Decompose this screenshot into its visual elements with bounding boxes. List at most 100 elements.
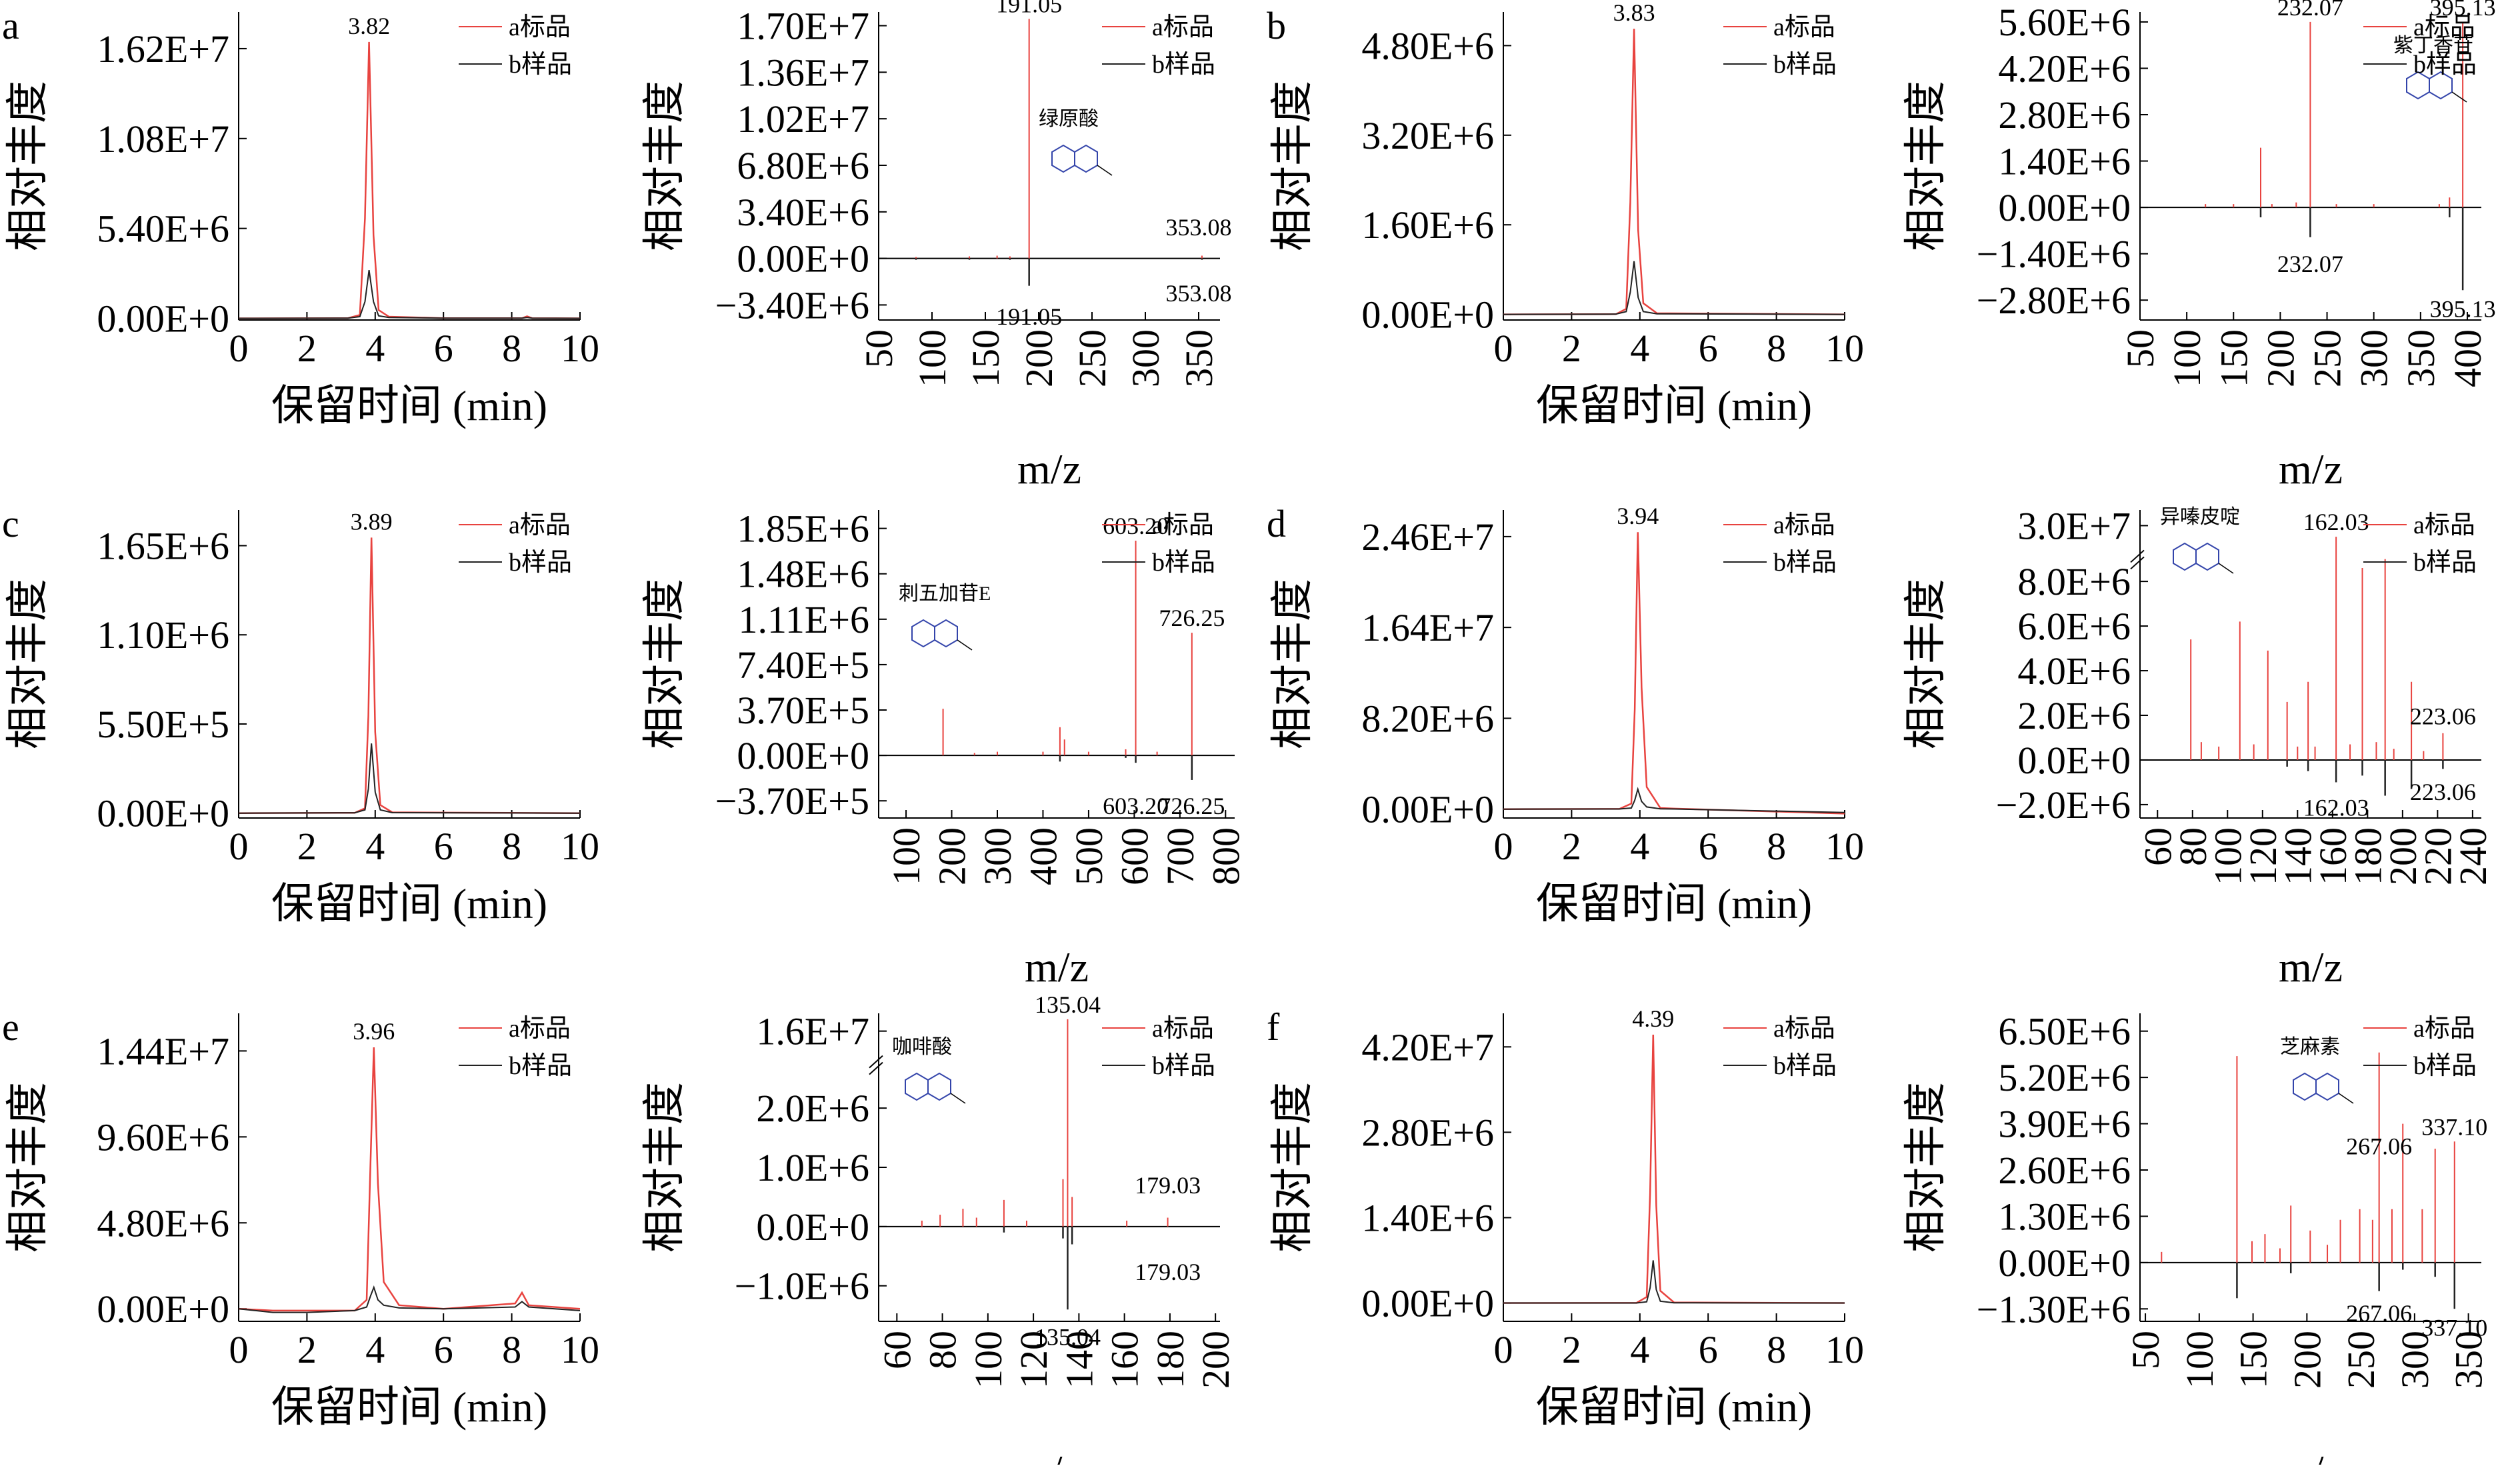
x-tick-label: 150 xyxy=(2232,1331,2275,1389)
y-tick-label: 3.90E+6 xyxy=(1998,1103,2131,1146)
x-tick-label: 2 xyxy=(1562,1328,1581,1371)
y-axis-title: 相对丰度 xyxy=(4,81,51,251)
x-tick-label: 4 xyxy=(365,825,385,868)
legend: a标品 b样品 xyxy=(2363,1015,2477,1080)
y-tick-label: 5.60E+6 xyxy=(1998,1,2131,44)
x-tick-label: 6 xyxy=(1699,327,1718,370)
x-tick-label: 6 xyxy=(434,1328,453,1371)
x-tick-label: 300 xyxy=(2393,1331,2437,1389)
y-tick-label: 4.20E+7 xyxy=(1361,1025,1494,1069)
x-axis-title: 保留时间 (min) xyxy=(271,880,547,927)
x-axis-title: 保留时间 (min) xyxy=(1536,880,1812,927)
y-tick-label: 0.00E+0 xyxy=(1361,788,1494,831)
legend-label-b: b样品 xyxy=(1152,1052,1215,1080)
x-tick-label: 250 xyxy=(2339,1331,2383,1389)
x-tick-label: 160 xyxy=(2311,827,2355,885)
y-tick-label: 3.70E+5 xyxy=(737,689,869,732)
peak-label: 337.10 xyxy=(2421,1314,2487,1341)
x-tick-label: 4 xyxy=(1630,327,1649,370)
y-axis-title: 相对丰度 xyxy=(641,579,688,749)
x-axis-title: m/z xyxy=(1025,943,1089,991)
compound-name: 绿原酸 xyxy=(1039,108,1099,130)
y-tick-label: −1.30E+6 xyxy=(1977,1287,2131,1331)
x-tick-label: 700 xyxy=(1159,827,1202,885)
y-tick-label: 2.60E+6 xyxy=(1998,1149,2131,1192)
axis-break xyxy=(869,1055,883,1069)
compound-name: 芝麻素 xyxy=(2280,1036,2340,1058)
y-tick-label: −1.40E+6 xyxy=(1977,233,2131,276)
legend-label-a: a标品 xyxy=(509,511,571,539)
peak-label: 223.06 xyxy=(2410,703,2476,729)
y-tick-label: 1.36E+7 xyxy=(737,51,869,94)
structure-icon xyxy=(2406,71,2467,103)
x-axis-title: m/z xyxy=(1017,1447,1081,1465)
y-axis-title: 相对丰度 xyxy=(641,81,688,251)
peak-label: 3.96 xyxy=(353,1018,395,1045)
x-tick-label: 10 xyxy=(561,1328,599,1371)
peak-label: 3.83 xyxy=(1613,0,1655,26)
y-axis-title: 相对丰度 xyxy=(4,579,51,749)
x-tick-label: 8 xyxy=(1767,1328,1786,1371)
series-b-line xyxy=(238,269,581,319)
y-tick-label: 9.60E+6 xyxy=(97,1115,229,1159)
peak-label: 162.03 xyxy=(2303,509,2369,535)
y-tick-label: 2.80E+6 xyxy=(1361,1111,1494,1154)
x-tick-label: 300 xyxy=(2353,329,2396,387)
x-axis-title: m/z xyxy=(2279,943,2343,991)
x-tick-label: 8 xyxy=(1767,327,1786,370)
x-tick-label: 200 xyxy=(1194,1331,1237,1389)
legend-label-a: a标品 xyxy=(2413,1015,2475,1043)
y-tick-label: 2.0E+6 xyxy=(2017,694,2131,737)
legend-label-a: a标品 xyxy=(2413,13,2475,41)
y-axis-title: 相对丰度 xyxy=(1902,81,1949,251)
structure-bond xyxy=(2451,91,2467,103)
legend-label-b: b样品 xyxy=(2413,51,2477,79)
y-axis-title: 相对丰度 xyxy=(1902,1082,1949,1253)
x-tick-label: 100 xyxy=(885,827,928,885)
y-tick-label: 1.08E+7 xyxy=(97,117,229,161)
x-tick-label: 10 xyxy=(561,327,599,370)
structure-icon xyxy=(2173,542,2234,574)
y-tick-label: 4.20E+6 xyxy=(1998,47,2131,90)
y-tick-label: 0.00E+0 xyxy=(97,297,229,341)
x-axis-title: 保留时间 (min) xyxy=(1536,1383,1812,1431)
series-a-line xyxy=(238,41,581,319)
legend-label-a: a标品 xyxy=(1152,13,1214,41)
y-tick-label: 1.6E+7 xyxy=(756,1010,869,1053)
x-tick-label: 0 xyxy=(1494,327,1513,370)
panel-b-chrom: 0 2 4 6 8 10 0.00E+0 1.60E+6 3.20E+6 4.80E+6 相对丰度保… xyxy=(1267,0,1864,429)
x-tick-label: 80 xyxy=(921,1331,965,1369)
x-tick-label: 60 xyxy=(875,1331,919,1369)
x-tick-label: 80 xyxy=(2171,827,2215,866)
structure-bond xyxy=(957,639,973,651)
series-a-line xyxy=(238,1047,581,1312)
y-tick-label: 4.80E+6 xyxy=(97,1201,229,1245)
y-tick-label: 0.00E+0 xyxy=(1998,186,2131,229)
legend-label-a: a标品 xyxy=(509,13,571,41)
series-a-line xyxy=(238,537,581,814)
peak-label: 395.13 xyxy=(2430,295,2496,322)
legend: a标品 b样品 xyxy=(459,1015,572,1080)
structure-ring xyxy=(927,1072,951,1101)
peak-label: 395.13 xyxy=(2430,0,2496,21)
legend-label-b: b样品 xyxy=(1773,1052,1837,1080)
y-tick-label: 8.20E+6 xyxy=(1361,697,1494,740)
panel-e-chrom: 0 2 4 6 8 10 0.00E+0 4.80E+6 9.60E+6 1.44E+7 相对丰度保… xyxy=(2,1005,599,1431)
y-tick-label: 1.65E+6 xyxy=(97,524,229,567)
legend-label-a: a标品 xyxy=(1773,1015,1835,1043)
x-tick-label: 4 xyxy=(365,1328,385,1371)
series-b-line xyxy=(238,743,581,814)
x-tick-label: 0 xyxy=(229,1328,249,1371)
y-tick-label: 0.0E+0 xyxy=(2017,739,2131,782)
legend-label-b: b样品 xyxy=(509,1052,572,1080)
x-axis-title: m/z xyxy=(1017,445,1081,493)
y-tick-label: 5.20E+6 xyxy=(1998,1056,2131,1099)
y-tick-label: 0.00E+0 xyxy=(97,792,229,835)
structure-icon xyxy=(905,1072,966,1104)
x-tick-label: 10 xyxy=(1825,327,1864,370)
structure-ring xyxy=(1074,144,1098,173)
x-tick-label: 150 xyxy=(2212,329,2255,387)
legend: a标品 b样品 xyxy=(1102,511,1215,577)
